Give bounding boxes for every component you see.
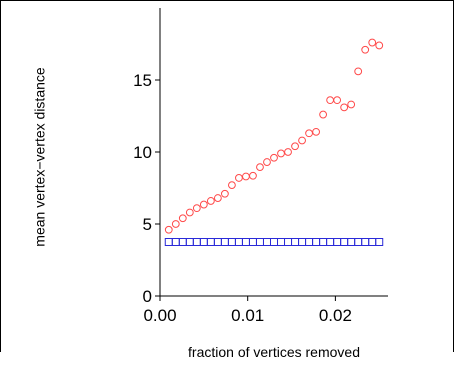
square-marker: [262, 238, 271, 246]
circle-marker: [242, 172, 250, 181]
circle-marker: [368, 38, 377, 47]
square-marker: [234, 238, 243, 246]
circle-marker: [192, 204, 201, 213]
square-marker: [241, 238, 250, 246]
circle-marker: [185, 208, 194, 217]
circle-marker: [263, 158, 271, 166]
circle-marker: [361, 45, 370, 54]
circle-marker: [235, 174, 243, 182]
square-marker: [347, 238, 356, 246]
circle-marker: [228, 181, 236, 190]
circle-marker: [354, 67, 363, 76]
square-marker: [199, 238, 208, 246]
square-marker: [368, 238, 377, 246]
circle-marker: [375, 41, 384, 50]
y-tick-label: 15: [133, 71, 152, 90]
circle-marker: [319, 110, 328, 119]
square-marker: [171, 238, 180, 246]
square-marker: [284, 238, 293, 246]
circle-marker: [312, 127, 320, 136]
square-marker: [277, 238, 286, 246]
square-marker: [185, 238, 194, 246]
circle-marker: [298, 136, 306, 145]
square-marker: [361, 238, 370, 246]
y-tick-label: 5: [143, 215, 152, 234]
square-marker: [192, 238, 201, 246]
square-marker: [298, 238, 307, 246]
circle-marker: [305, 129, 313, 138]
circle-marker: [164, 225, 173, 234]
square-marker: [319, 238, 328, 246]
square-marker: [248, 238, 257, 246]
axis-ticks: 0 5 10 15 0.00 0.01 0.02: [133, 71, 352, 325]
circle-marker: [270, 153, 278, 162]
circle-marker: [256, 163, 264, 172]
square-marker: [164, 238, 173, 246]
square-marker: [305, 238, 314, 246]
x-tick-label: 0.02: [319, 306, 352, 325]
data-markers: [164, 38, 384, 246]
square-marker: [326, 238, 335, 246]
square-marker: [291, 238, 300, 246]
circle-marker: [249, 171, 257, 180]
y-tick-label: 0: [143, 287, 152, 306]
circle-marker: [171, 220, 180, 228]
square-marker: [213, 238, 222, 246]
circle-marker: [178, 214, 187, 223]
frame-bottom-cutout: [0, 352, 454, 365]
circle-marker: [277, 149, 285, 158]
square-marker: [340, 238, 349, 246]
square-marker: [375, 238, 384, 246]
x-axis-label: fraction of vertices removed: [188, 344, 360, 360]
square-marker: [206, 238, 215, 246]
square-marker: [333, 238, 342, 246]
circle-marker: [206, 197, 215, 205]
square-marker: [354, 238, 363, 246]
circle-marker: [333, 96, 342, 105]
square-marker: [220, 238, 229, 246]
circle-marker: [199, 200, 208, 209]
circle-marker: [291, 142, 299, 151]
circle-marker: [220, 189, 229, 198]
circle-marker: [284, 148, 292, 156]
circle-marker: [347, 100, 356, 109]
square-marker: [255, 238, 264, 246]
square-marker: [270, 238, 278, 246]
circle-marker: [326, 96, 335, 105]
square-marker: [178, 238, 187, 246]
square-marker: [227, 238, 236, 246]
circle-marker: [340, 103, 349, 112]
y-tick-label: 10: [133, 143, 152, 162]
x-tick-label: 0.00: [143, 306, 176, 325]
square-marker: [312, 238, 321, 246]
circle-marker: [213, 194, 222, 202]
x-tick-label: 0.01: [231, 306, 264, 325]
plot-axes: [159, 8, 388, 297]
